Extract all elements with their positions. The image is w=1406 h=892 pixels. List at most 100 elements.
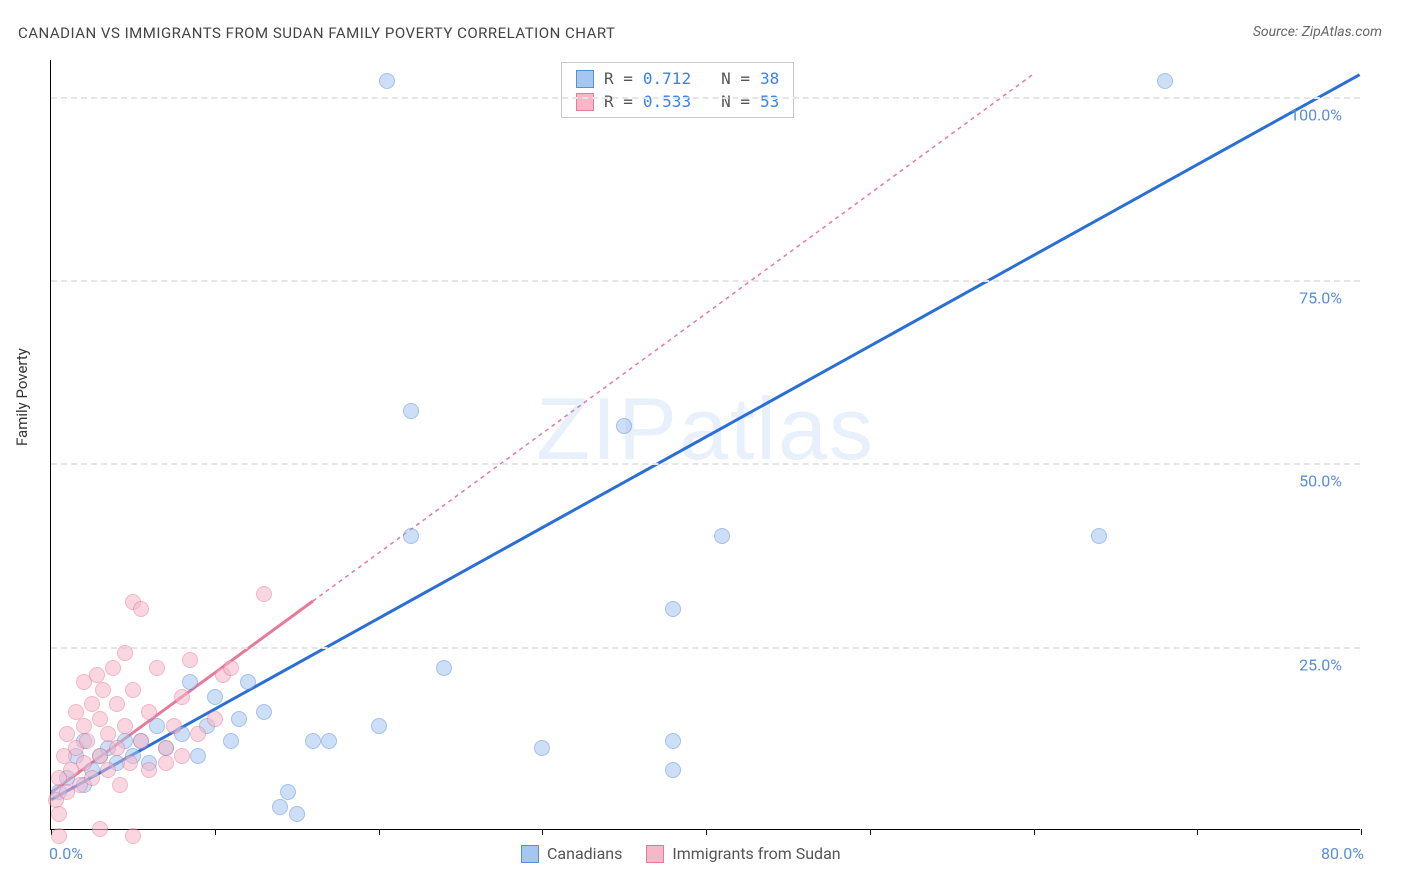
n-value: 38 — [760, 69, 779, 88]
data-point-canadians — [223, 733, 239, 749]
data-point-sudan — [174, 689, 190, 705]
data-point-sudan — [133, 733, 149, 749]
data-point-sudan — [182, 652, 198, 668]
data-point-canadians — [403, 528, 419, 544]
data-point-canadians — [182, 674, 198, 690]
data-point-canadians — [231, 711, 247, 727]
data-point-sudan — [95, 682, 111, 698]
x-tick — [379, 829, 380, 835]
r-label: R = — [604, 69, 633, 88]
series-legend: Canadians Immigrants from Sudan — [521, 844, 841, 863]
x-tick — [706, 829, 707, 835]
data-point-sudan — [84, 696, 100, 712]
data-point-sudan — [92, 711, 108, 727]
legend-label: Immigrants from Sudan — [672, 844, 840, 863]
data-point-sudan — [76, 755, 92, 771]
gridline-h — [51, 463, 1360, 465]
data-point-canadians — [272, 799, 288, 815]
data-point-canadians — [256, 704, 272, 720]
data-point-sudan — [68, 704, 84, 720]
data-point-canadians — [665, 733, 681, 749]
data-point-sudan — [174, 748, 190, 764]
data-point-sudan — [158, 740, 174, 756]
data-point-sudan — [79, 733, 95, 749]
plot-area: ZIPatlas R =0.712N =38R =0.533N =53 Cana… — [50, 60, 1360, 830]
y-tick-label: 50.0% — [1299, 472, 1342, 491]
data-point-sudan — [84, 770, 100, 786]
data-point-canadians — [240, 674, 256, 690]
y-tick-label: 100.0% — [1290, 105, 1342, 124]
trend-line — [313, 75, 1033, 601]
data-point-canadians — [403, 403, 419, 419]
data-point-canadians — [665, 601, 681, 617]
x-tick — [1197, 829, 1198, 835]
data-point-canadians — [714, 528, 730, 544]
data-point-canadians — [616, 418, 632, 434]
data-point-sudan — [117, 718, 133, 734]
data-point-sudan — [207, 711, 223, 727]
r-value: 0.712 — [643, 69, 691, 88]
data-point-sudan — [158, 755, 174, 771]
gridline-h — [51, 280, 1360, 282]
data-point-sudan — [92, 821, 108, 837]
data-point-canadians — [534, 740, 550, 756]
data-point-sudan — [141, 704, 157, 720]
data-point-canadians — [207, 689, 223, 705]
data-point-sudan — [125, 682, 141, 698]
data-point-sudan — [141, 762, 157, 778]
legend-item-canadians: Canadians — [521, 844, 622, 863]
x-tick — [870, 829, 871, 835]
data-point-sudan — [92, 748, 108, 764]
trend-lines-layer — [51, 60, 1360, 829]
data-point-sudan — [89, 667, 105, 683]
chart-title: CANADIAN VS IMMIGRANTS FROM SUDAN FAMILY… — [18, 24, 615, 42]
x-tick — [542, 829, 543, 835]
y-tick-label: 25.0% — [1299, 655, 1342, 674]
data-point-canadians — [305, 733, 321, 749]
data-point-sudan — [256, 586, 272, 602]
data-point-sudan — [51, 806, 67, 822]
data-point-sudan — [190, 726, 206, 742]
stats-legend: R = 0.712 N = 38 R = 0.533 N = 53 — [561, 62, 794, 118]
data-point-sudan — [125, 828, 141, 844]
data-point-sudan — [109, 696, 125, 712]
r-label: R = — [604, 92, 633, 111]
data-point-canadians — [371, 718, 387, 734]
data-point-canadians — [321, 733, 337, 749]
chart-container: CANADIAN VS IMMIGRANTS FROM SUDAN FAMILY… — [0, 0, 1406, 892]
r-value: 0.533 — [643, 92, 691, 111]
source-attribution: Source: ZipAtlas.com — [1253, 24, 1382, 40]
legend-item-sudan: Immigrants from Sudan — [646, 844, 840, 863]
x-tick-label: 80.0% — [1321, 844, 1364, 863]
n-label: N = — [721, 92, 750, 111]
trend-line — [51, 75, 1359, 800]
x-tick — [1361, 829, 1362, 835]
data-point-canadians — [190, 748, 206, 764]
data-point-canadians — [379, 73, 395, 89]
swatch-icon — [521, 845, 539, 863]
stats-row-canadians: R =0.712N =38 — [576, 67, 779, 90]
data-point-canadians — [665, 762, 681, 778]
x-tick-label: 0.0% — [49, 844, 83, 863]
data-point-sudan — [166, 718, 182, 734]
data-point-sudan — [117, 645, 133, 661]
data-point-canadians — [289, 806, 305, 822]
n-value: 53 — [760, 92, 779, 111]
data-point-canadians — [436, 660, 452, 676]
data-point-canadians — [280, 784, 296, 800]
data-point-sudan — [223, 660, 239, 676]
data-point-sudan — [112, 777, 128, 793]
y-axis-label: Family Poverty — [13, 348, 31, 446]
legend-label: Canadians — [547, 844, 622, 863]
data-point-sudan — [100, 762, 116, 778]
swatch-icon — [576, 70, 594, 88]
data-point-sudan — [51, 828, 67, 844]
data-point-canadians — [1091, 528, 1107, 544]
stats-row-sudan: R = 0.533 N = 53 — [576, 90, 779, 113]
gridline-h — [51, 647, 1360, 649]
gridline-h — [51, 97, 1360, 99]
x-tick — [1034, 829, 1035, 835]
y-tick-label: 75.0% — [1299, 289, 1342, 308]
data-point-sudan — [133, 601, 149, 617]
data-point-sudan — [59, 726, 75, 742]
